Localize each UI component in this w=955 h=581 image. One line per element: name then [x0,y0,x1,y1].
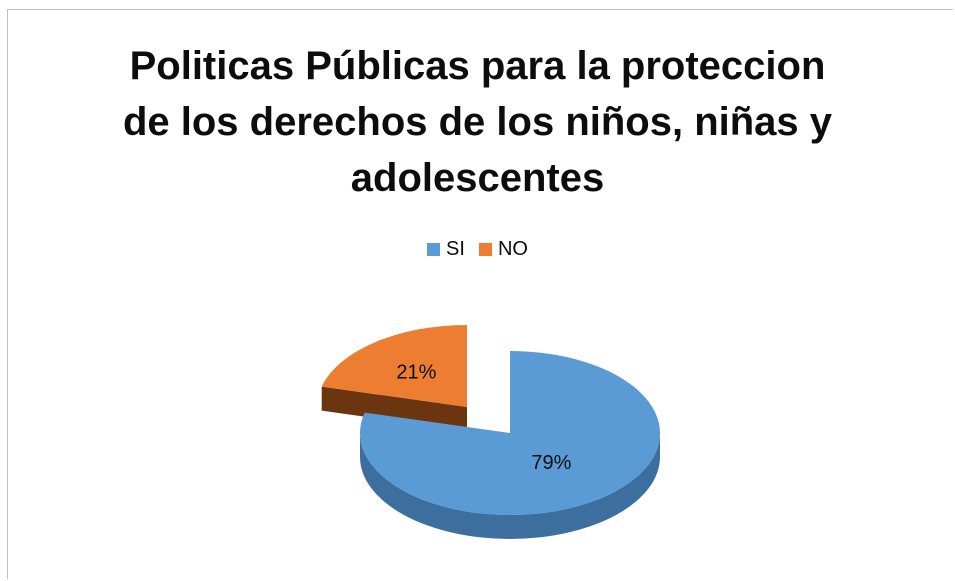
legend-label-si: SI [446,238,465,260]
legend-label-no: NO [497,238,528,260]
chart-frame [7,9,953,579]
data-label-no: 21% [396,361,436,383]
chart-title: Politicas Públicas para la proteccion de… [0,38,955,206]
pie-slice-si[interactable]: 79% [359,351,660,539]
legend-swatch-si [427,243,441,256]
pie-slice-no[interactable]: 21% [321,325,467,431]
chart-title-line-1: Politicas Públicas para la proteccion [129,44,826,88]
pie-slice-edge-no [321,386,467,431]
chart-legend: SI NO [0,238,955,261]
chart-title-line-2: de los derechos de los niños, niñas y [122,100,833,144]
pie-slice-top-si [359,351,660,515]
chart-title-line-3: adolescentes [350,156,605,200]
legend-item-si[interactable]: SI [427,238,465,261]
pie-slice-side-si [360,433,660,539]
legend-item-no[interactable]: NO [478,238,528,261]
pie-slice-top-no [321,325,467,407]
data-label-si: 79% [531,452,571,474]
legend-swatch-no [478,243,492,256]
